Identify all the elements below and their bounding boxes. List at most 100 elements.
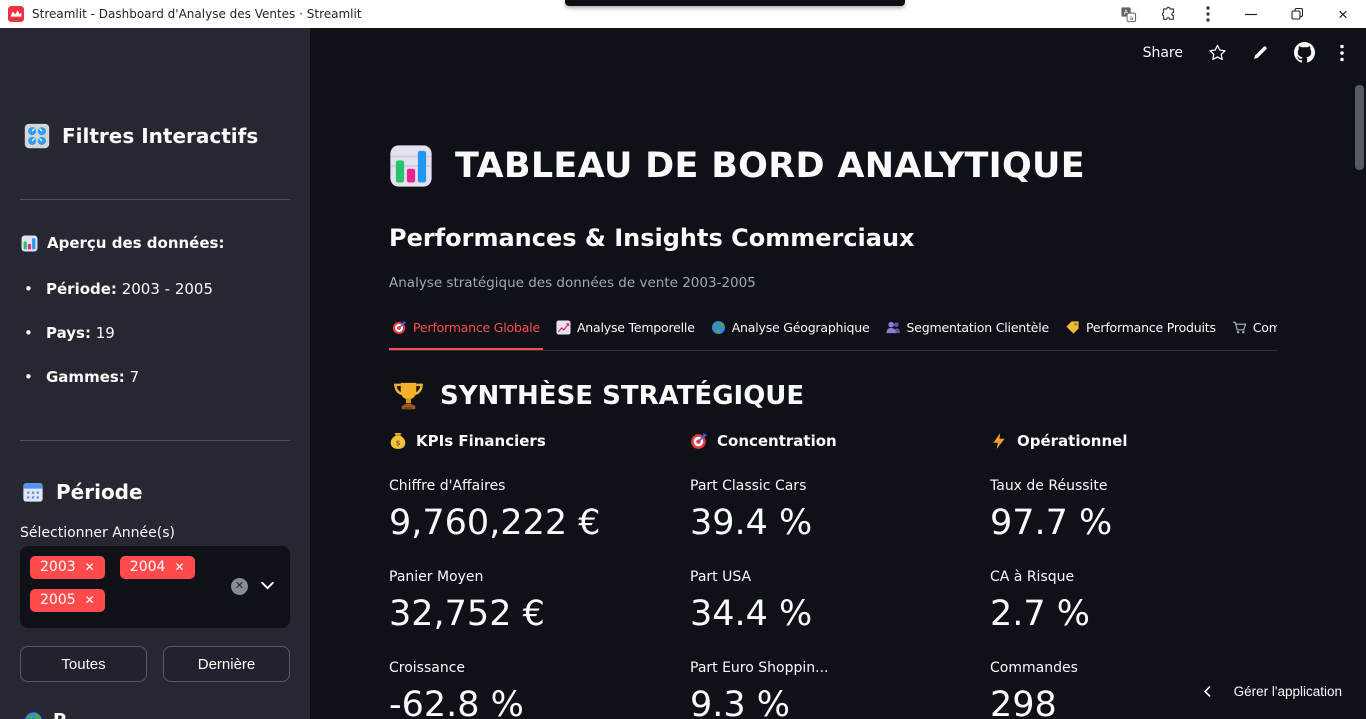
synthese-heading: SYNTHÈSE STRATÉGIQUE bbox=[393, 380, 804, 411]
year-tag-2005[interactable]: 2005 ✕ bbox=[30, 589, 105, 612]
metric-croissance: Croissance -62.8 % bbox=[389, 660, 679, 719]
sidebar-title-label: Filtres Interactifs bbox=[62, 124, 259, 148]
kpi-column-heading-label: Opérationnel bbox=[1017, 432, 1128, 450]
metric-value: 298 bbox=[990, 685, 1057, 719]
edit-icon[interactable] bbox=[1252, 44, 1269, 61]
kpi-column-heading-label: Concentration bbox=[717, 432, 837, 450]
remove-tag-icon[interactable]: ✕ bbox=[174, 560, 185, 574]
last-year-button[interactable]: Dernière bbox=[163, 646, 290, 682]
metric-label: Chiffre d'Affaires bbox=[389, 478, 506, 494]
metric-ca-a-risque: CA à Risque 2.7 % bbox=[990, 569, 1280, 639]
data-overview-heading: Aperçu des données: bbox=[21, 234, 224, 252]
remove-tag-icon[interactable]: ✕ bbox=[84, 560, 95, 574]
year-tag-2004[interactable]: 2004 ✕ bbox=[119, 556, 195, 579]
star-icon[interactable] bbox=[1208, 43, 1227, 62]
scrollbar-thumb[interactable] bbox=[1355, 85, 1364, 170]
metric-panier-moyen: Panier Moyen 32,752 € bbox=[389, 569, 679, 639]
sidebar-divider bbox=[20, 440, 290, 441]
clear-all-icon[interactable]: ✕ bbox=[231, 578, 248, 595]
people-icon bbox=[885, 321, 900, 334]
close-button[interactable]: × bbox=[1320, 0, 1366, 28]
manage-app-button[interactable]: Gérer l'application bbox=[1201, 684, 1342, 699]
bar-chart-icon bbox=[390, 145, 432, 187]
titlebar-controls: A a × bbox=[1108, 0, 1366, 28]
page-caption: Analyse stratégique des données de vente… bbox=[389, 275, 756, 291]
metric-label: Part Classic Cars bbox=[690, 478, 807, 494]
synthese-heading-label: SYNTHÈSE STRATÉGIQUE bbox=[440, 380, 805, 411]
list-item: Période: 2003 - 2005 bbox=[22, 278, 213, 322]
period-quick-buttons: Toutes Dernière bbox=[20, 646, 290, 682]
next-section-heading-partial: P bbox=[24, 710, 66, 719]
periode-heading-label: Période bbox=[56, 480, 143, 504]
window-shadow-strip bbox=[565, 0, 905, 6]
tab-label: Analyse Géographique bbox=[731, 320, 870, 335]
globe-icon bbox=[25, 712, 42, 719]
overview-item-label: Gammes: bbox=[46, 368, 125, 386]
kebab-menu-icon[interactable] bbox=[1340, 44, 1344, 62]
browser-menu-icon[interactable] bbox=[1188, 0, 1228, 28]
metric-part-usa: Part USA 34.4 % bbox=[690, 569, 980, 639]
remove-tag-icon[interactable]: ✕ bbox=[84, 593, 95, 607]
tab-label: Performance Produits bbox=[1086, 320, 1216, 335]
year-multiselect[interactable]: 2003 ✕ 2004 ✕ 2005 ✕ ✕ bbox=[20, 546, 290, 628]
tab-analyse-temporelle[interactable]: Analyse Temporelle bbox=[553, 315, 698, 350]
globe-icon bbox=[711, 320, 725, 335]
github-icon[interactable] bbox=[1294, 42, 1315, 63]
overview-item-value: 19 bbox=[95, 324, 115, 342]
overview-item-value: 2003 - 2005 bbox=[121, 280, 213, 298]
tab-comportement-achat[interactable]: Compo bbox=[1229, 315, 1277, 350]
close-icon: × bbox=[1338, 4, 1348, 24]
tab-label: Segmentation Clientèle bbox=[906, 320, 1050, 335]
target-icon bbox=[392, 320, 407, 335]
data-overview-list: Période: 2003 - 2005 Pays: 19 Gammes: 7 bbox=[22, 278, 213, 410]
window-title-group: Streamlit - Dashboard d'Analyse des Vent… bbox=[0, 6, 362, 22]
restore-button[interactable] bbox=[1274, 0, 1320, 28]
target-icon bbox=[691, 433, 707, 449]
streamlit-logo-icon bbox=[8, 6, 24, 22]
metric-part-euro-shopping: Part Euro Shoppin... 9.3 % bbox=[690, 660, 980, 719]
year-tag-label: 2004 bbox=[129, 559, 166, 575]
share-button[interactable]: Share bbox=[1142, 44, 1183, 61]
trophy-icon bbox=[394, 382, 423, 410]
all-years-button[interactable]: Toutes bbox=[20, 646, 147, 682]
chevron-down-icon[interactable] bbox=[259, 577, 276, 594]
extensions-icon[interactable] bbox=[1148, 0, 1188, 28]
metric-label: Panier Moyen bbox=[389, 569, 484, 585]
kpi-column-concentration: Concentration Part Classic Cars 39.4 % P… bbox=[690, 432, 980, 719]
tab-segmentation-clientele[interactable]: Segmentation Clientèle bbox=[883, 315, 1052, 350]
svg-text:$: $ bbox=[395, 439, 400, 448]
translate-icon[interactable]: A a bbox=[1108, 0, 1148, 28]
money-bag-icon: $ bbox=[390, 433, 406, 449]
svg-text:a: a bbox=[1129, 13, 1133, 21]
chevron-left-icon bbox=[1203, 686, 1210, 697]
year-tag-label: 2005 bbox=[40, 592, 76, 608]
tab-performance-produits[interactable]: Performance Produits bbox=[1062, 315, 1219, 350]
metric-taux-reussite: Taux de Réussite 97.7 % bbox=[990, 478, 1280, 548]
tab-performance-globale[interactable]: Performance Globale bbox=[389, 315, 543, 350]
chart-increasing-icon bbox=[556, 320, 571, 335]
tab-analyse-geographique[interactable]: Analyse Géographique bbox=[708, 315, 873, 350]
metric-label: Croissance bbox=[389, 660, 466, 676]
cart-icon bbox=[1232, 321, 1247, 334]
metric-label: Part Euro Shoppin... bbox=[690, 660, 829, 676]
metric-chiffre-affaires: Chiffre d'Affaires 9,760,222 € bbox=[389, 478, 679, 548]
minimize-button[interactable] bbox=[1228, 0, 1274, 28]
lightning-icon bbox=[993, 433, 1005, 449]
kpi-column-heading: Opérationnel bbox=[990, 432, 1280, 450]
tab-label: Compo bbox=[1252, 320, 1277, 335]
control-knobs-icon bbox=[24, 123, 50, 149]
data-overview-label: Aperçu des données: bbox=[47, 234, 225, 252]
calendar-icon bbox=[23, 483, 43, 502]
page-subtitle: Performances & Insights Commerciaux bbox=[389, 224, 915, 252]
year-tag-2003[interactable]: 2003 ✕ bbox=[30, 556, 105, 579]
metric-part-classic-cars: Part Classic Cars 39.4 % bbox=[690, 478, 980, 548]
overview-item-value: 7 bbox=[129, 368, 140, 386]
next-section-label: P bbox=[53, 710, 66, 719]
tab-bar: Performance Globale Analyse Temporelle A… bbox=[389, 315, 1277, 351]
year-tag-label: 2003 bbox=[40, 559, 76, 575]
metric-label: CA à Risque bbox=[990, 569, 1075, 585]
metric-value: 34.4 % bbox=[690, 594, 813, 634]
svg-text:A: A bbox=[1123, 7, 1128, 16]
metric-value: 2.7 % bbox=[990, 594, 1091, 634]
list-item: Gammes: 7 bbox=[22, 366, 213, 410]
